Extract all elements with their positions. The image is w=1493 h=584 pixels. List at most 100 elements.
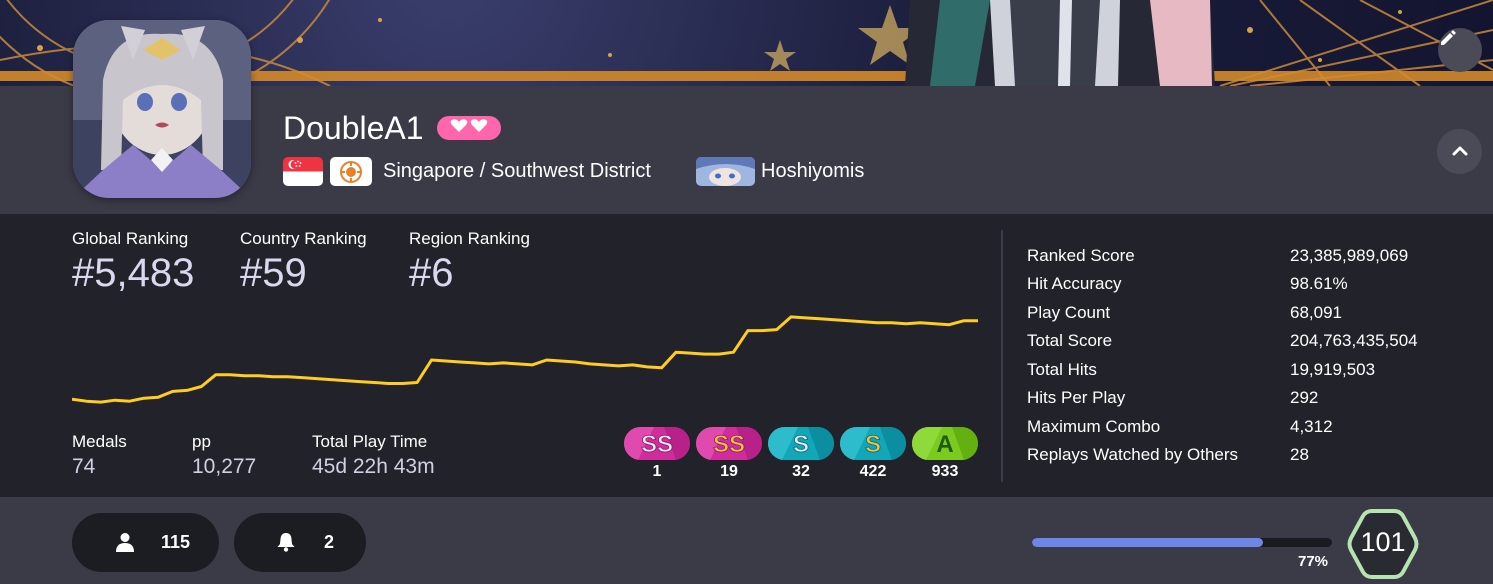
rank-history-point[interactable] bbox=[454, 356, 466, 368]
stat-label: Hit Accuracy bbox=[1027, 274, 1122, 293]
team-flag-icon[interactable] bbox=[696, 157, 755, 186]
rank-history-point[interactable] bbox=[267, 371, 279, 383]
rank-history-point[interactable] bbox=[713, 348, 725, 360]
rank-history-point[interactable] bbox=[728, 346, 740, 358]
stat-label: Maximum Combo bbox=[1027, 417, 1161, 436]
edit-cover-button[interactable] bbox=[1438, 28, 1482, 72]
rank-history-point[interactable] bbox=[958, 315, 970, 327]
level-value: 101 bbox=[1360, 527, 1406, 557]
rank-history-point[interactable] bbox=[382, 378, 394, 390]
rank-history-point[interactable] bbox=[124, 395, 136, 407]
rank-history-point[interactable] bbox=[239, 370, 251, 382]
user-icon bbox=[115, 532, 135, 556]
rank-history-point[interactable] bbox=[95, 396, 107, 408]
rank-history-point[interactable] bbox=[555, 355, 567, 367]
rank-history-point[interactable] bbox=[339, 375, 351, 387]
rank-history-point[interactable] bbox=[512, 358, 524, 370]
rank-history-point[interactable] bbox=[526, 359, 538, 371]
rank-history-point[interactable] bbox=[224, 369, 236, 381]
rank-history-point[interactable] bbox=[656, 362, 668, 374]
region-emblem-icon[interactable] bbox=[330, 157, 372, 186]
rank-history-point[interactable] bbox=[886, 317, 898, 329]
grade-sh-count: 32 bbox=[792, 463, 810, 480]
medals-label: Medals bbox=[72, 432, 127, 451]
rank-history-point[interactable] bbox=[138, 392, 150, 404]
rank-history-chart[interactable] bbox=[72, 305, 978, 415]
rank-history-point[interactable] bbox=[828, 314, 840, 326]
rank-history-point[interactable] bbox=[814, 313, 826, 325]
rank-history-point[interactable] bbox=[598, 359, 610, 371]
rank-history-point[interactable] bbox=[857, 316, 869, 328]
rank-history-point[interactable] bbox=[325, 374, 337, 386]
supporter-badge[interactable] bbox=[437, 116, 501, 140]
rank-history-point[interactable] bbox=[943, 319, 955, 331]
rank-history-point[interactable] bbox=[843, 315, 855, 327]
medals-value: 74 bbox=[72, 455, 96, 478]
svg-text:S: S bbox=[793, 431, 809, 458]
subscribers-button[interactable]: 2 bbox=[234, 513, 366, 572]
rank-history-point[interactable] bbox=[80, 395, 92, 407]
stat-hits-per-play: Hits Per Play 292 bbox=[1027, 388, 1447, 412]
rank-history-point[interactable] bbox=[541, 354, 553, 366]
rank-history-point[interactable] bbox=[253, 370, 265, 382]
rank-history-point[interactable] bbox=[152, 391, 164, 403]
rank-history-point[interactable] bbox=[799, 312, 811, 324]
grade-a-badge: A bbox=[912, 427, 978, 460]
heart-icon bbox=[449, 118, 489, 138]
stat-value: 292 bbox=[1290, 388, 1319, 407]
svg-text:S: S bbox=[865, 431, 881, 458]
rank-history-point[interactable] bbox=[181, 384, 193, 396]
rank-history-point[interactable] bbox=[613, 360, 625, 372]
rank-history-point[interactable] bbox=[641, 361, 653, 373]
rank-history-point[interactable] bbox=[397, 378, 409, 390]
rank-history-point[interactable] bbox=[569, 356, 581, 368]
rank-history-point[interactable] bbox=[195, 381, 207, 393]
rank-history-point[interactable] bbox=[684, 347, 696, 359]
stat-label: Play Count bbox=[1027, 303, 1111, 322]
rank-history-point[interactable] bbox=[497, 357, 509, 369]
rank-history-point[interactable] bbox=[210, 369, 222, 381]
rank-history-point[interactable] bbox=[771, 324, 783, 336]
rank-history-point[interactable] bbox=[72, 393, 78, 405]
rank-history-point[interactable] bbox=[311, 373, 323, 385]
rank-history-point[interactable] bbox=[785, 311, 797, 323]
avatar[interactable] bbox=[73, 20, 251, 198]
rank-history-point[interactable] bbox=[929, 318, 941, 330]
stat-value: 28 bbox=[1290, 445, 1309, 464]
rank-history-point[interactable] bbox=[282, 371, 294, 383]
rank-history-point[interactable] bbox=[756, 325, 768, 337]
rank-history-point[interactable] bbox=[742, 325, 754, 337]
rank-history-point[interactable] bbox=[469, 357, 481, 369]
rank-history-point[interactable] bbox=[109, 394, 121, 406]
rank-history-point[interactable] bbox=[440, 355, 452, 367]
collapse-header-button[interactable] bbox=[1437, 129, 1482, 174]
rank-history-point[interactable] bbox=[915, 317, 927, 329]
rank-history-point[interactable] bbox=[584, 358, 596, 370]
rank-history-point[interactable] bbox=[368, 377, 380, 389]
rank-history-point[interactable] bbox=[411, 377, 423, 389]
rank-history-point[interactable] bbox=[296, 372, 308, 384]
rank-history-point[interactable] bbox=[699, 348, 711, 360]
country-flag-icon[interactable] bbox=[283, 157, 323, 186]
grade-s-badge: S bbox=[840, 427, 906, 460]
rank-history-point[interactable] bbox=[670, 346, 682, 358]
stat-play-count: Play Count 68,091 bbox=[1027, 303, 1447, 327]
stat-value: 4,312 bbox=[1290, 417, 1333, 436]
stat-value: 204,763,435,504 bbox=[1290, 331, 1418, 350]
team-name[interactable]: Hoshiyomis bbox=[761, 160, 865, 182]
rank-history-point[interactable] bbox=[426, 354, 438, 366]
stat-label: Total Score bbox=[1027, 331, 1113, 350]
rank-history-point[interactable] bbox=[871, 317, 883, 329]
stat-value: 23,385,989,069 bbox=[1290, 246, 1409, 265]
stat-ranked-score: Ranked Score 23,385,989,069 bbox=[1027, 246, 1447, 270]
rank-history-point[interactable] bbox=[483, 358, 495, 370]
rank-history-point[interactable] bbox=[972, 315, 978, 327]
level-progress-bar bbox=[1032, 538, 1332, 547]
grade-a-count: 933 bbox=[931, 463, 959, 480]
rank-history-point[interactable] bbox=[900, 318, 912, 330]
friends-button[interactable]: 115 bbox=[72, 513, 219, 572]
rank-history-point[interactable] bbox=[167, 385, 179, 397]
grade-s-count: 422 bbox=[859, 463, 887, 480]
rank-history-point[interactable] bbox=[354, 376, 366, 388]
rank-history-point[interactable] bbox=[627, 359, 639, 371]
